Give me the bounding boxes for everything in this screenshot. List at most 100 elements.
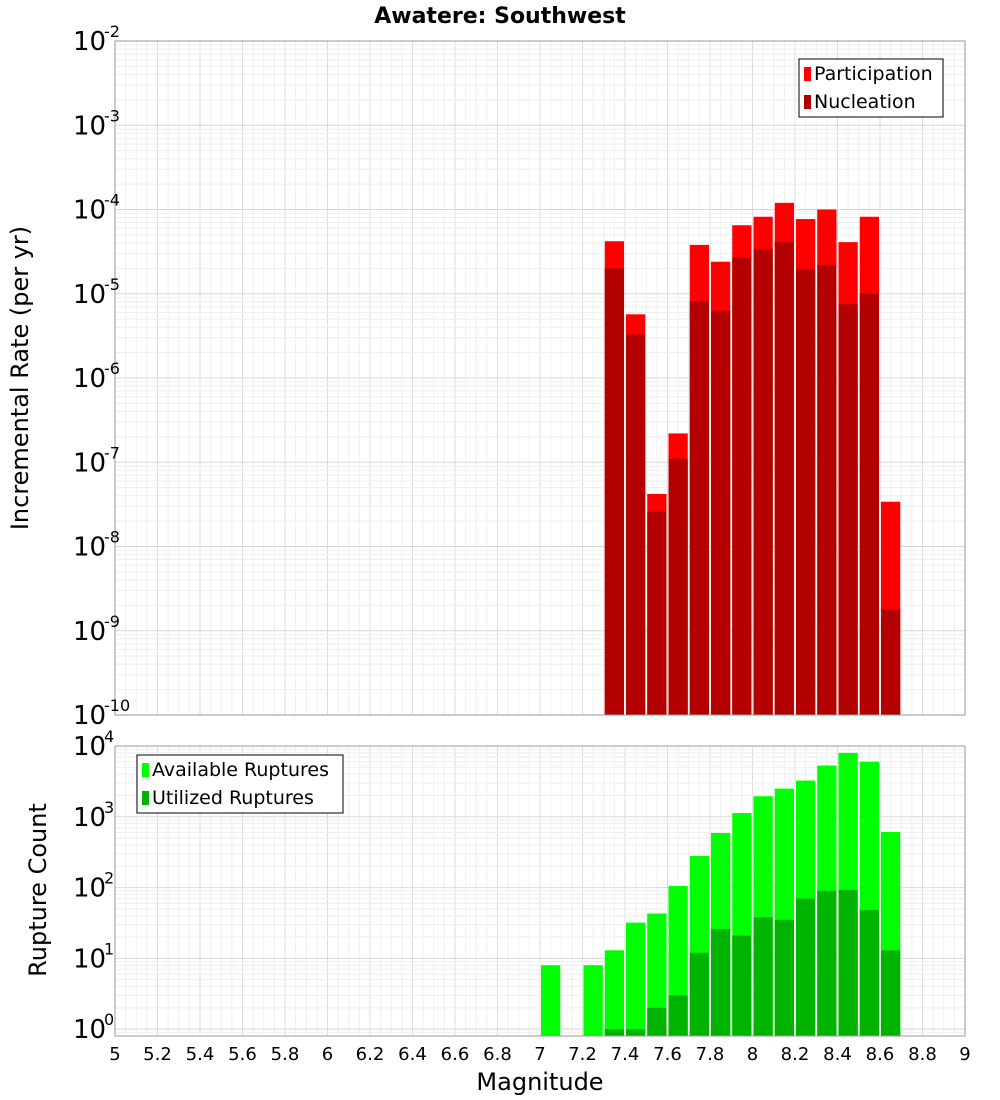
rate-bar-series-2 bbox=[881, 609, 901, 715]
x-tick-label: 9 bbox=[959, 1044, 970, 1065]
rate-bar-series-2 bbox=[796, 269, 816, 715]
count-legend-box bbox=[136, 754, 344, 814]
rate-bar-series-2 bbox=[859, 293, 879, 715]
x-tick-label: 6.2 bbox=[356, 1044, 385, 1065]
rate-y-tick-base: 10 bbox=[73, 617, 106, 647]
count-y-tick-base: 10 bbox=[73, 732, 106, 762]
count-y-tick-base: 10 bbox=[73, 1015, 106, 1045]
x-tick-label: 6.4 bbox=[398, 1044, 427, 1065]
rate-bar-series-2 bbox=[626, 334, 646, 715]
count-legend-label: Utilized Ruptures bbox=[152, 787, 314, 809]
rate-bar-series-2 bbox=[732, 257, 752, 715]
rate-y-tick-exponent: -8 bbox=[104, 528, 120, 547]
rate-plot-border bbox=[114, 40, 966, 716]
count-y-tick-exponent: 2 bbox=[104, 869, 114, 888]
count-bar-series-2 bbox=[626, 1029, 646, 1036]
rate-bar-series-2 bbox=[604, 268, 624, 715]
count-y-tick-exponent: 1 bbox=[104, 939, 114, 958]
count-bar-series-2 bbox=[817, 890, 837, 1036]
x-tick-label: 7.6 bbox=[653, 1044, 682, 1065]
count-y-tick-base: 10 bbox=[73, 803, 106, 833]
count-bar-series-2 bbox=[711, 928, 731, 1036]
rate-legend-box bbox=[798, 58, 944, 118]
count-bar-series-2 bbox=[668, 995, 688, 1036]
x-tick-label: 5.6 bbox=[228, 1044, 257, 1065]
rate-bar-series-2 bbox=[817, 264, 837, 715]
rate-y-tick-exponent: -9 bbox=[104, 612, 120, 631]
rate-y-tick-base: 10 bbox=[73, 701, 106, 731]
rate-legend-label: Nucleation bbox=[814, 91, 916, 113]
x-tick-label: 8.4 bbox=[823, 1044, 852, 1065]
rate-bar-series-2 bbox=[774, 242, 794, 715]
count-bar-series-1 bbox=[583, 965, 603, 1036]
x-tick-label: 7.4 bbox=[611, 1044, 640, 1065]
x-tick-label: 8 bbox=[747, 1044, 758, 1065]
count-bar-series-1 bbox=[647, 913, 667, 1036]
rate-legend-swatch bbox=[804, 67, 811, 81]
count-plot-border bbox=[114, 745, 966, 1037]
rate-grid bbox=[114, 40, 966, 716]
rate-y-tick-base: 10 bbox=[73, 27, 106, 57]
rate-y-tick-exponent: -7 bbox=[104, 443, 120, 462]
rate-y-tick-exponent: -3 bbox=[104, 106, 120, 125]
rate-y-tick-base: 10 bbox=[73, 111, 106, 141]
rate-y-tick-exponent: -6 bbox=[104, 359, 120, 378]
count-bar-series-2 bbox=[774, 919, 794, 1036]
rate-bar-series-2 bbox=[668, 458, 688, 715]
x-tick-label: 5 bbox=[109, 1044, 120, 1065]
rate-legend-swatch bbox=[804, 95, 811, 109]
count-bar-series-1 bbox=[541, 965, 561, 1036]
rate-y-tick-base: 10 bbox=[73, 196, 106, 226]
count-legend-swatch bbox=[142, 763, 149, 777]
count-bar-series-2 bbox=[838, 889, 858, 1036]
x-tick-label: 7 bbox=[534, 1044, 545, 1065]
rate-legend-label: Participation bbox=[814, 63, 933, 85]
chart-title: Awatere: Southwest bbox=[374, 4, 626, 29]
count-y-tick-base: 10 bbox=[73, 944, 106, 974]
count-bar-series-1 bbox=[604, 950, 624, 1036]
count-bar-series-2 bbox=[604, 1029, 624, 1036]
rate-y-tick-base: 10 bbox=[73, 533, 106, 563]
count-bar-series-2 bbox=[753, 917, 773, 1036]
count-y-tick-base: 10 bbox=[73, 874, 106, 904]
rate-y-axis-label: Incremental Rate (per yr) bbox=[6, 226, 34, 530]
rate-y-tick-exponent: -4 bbox=[104, 191, 120, 210]
x-tick-label: 7.8 bbox=[696, 1044, 725, 1065]
x-axis-label: Magnitude bbox=[476, 1068, 603, 1096]
x-ticks: 5 5.2 5.4 5.6 5.8 6 6.2 6.4 6.6 6.8 7 7.2 7.4 7.6 7.8 8… bbox=[109, 1044, 970, 1065]
count-bar-series-1 bbox=[626, 922, 646, 1036]
x-tick-label: 5.2 bbox=[143, 1044, 172, 1065]
count-y-tick-exponent: 4 bbox=[104, 727, 114, 746]
count-y-tick-exponent: 0 bbox=[104, 1010, 114, 1029]
rate-bar-series-2 bbox=[647, 511, 667, 715]
count-bar-series-2 bbox=[689, 952, 709, 1036]
rate-y-tick-exponent: -2 bbox=[104, 22, 120, 41]
rate-bar-series-2 bbox=[689, 301, 709, 715]
rate-bars bbox=[604, 202, 901, 716]
x-tick-label: 8.2 bbox=[781, 1044, 810, 1065]
count-bars bbox=[541, 752, 901, 1036]
count-y-tick-exponent: 3 bbox=[104, 798, 114, 817]
x-tick-label: 8.6 bbox=[866, 1044, 895, 1065]
count-legend: Available Ruptures Utilized Ruptures bbox=[136, 754, 344, 814]
x-tick-label: 5.8 bbox=[271, 1044, 300, 1065]
rate-y-tick-base: 10 bbox=[73, 364, 106, 394]
rate-legend: Participation Nucleation bbox=[798, 58, 944, 118]
x-tick-label: 8.8 bbox=[908, 1044, 937, 1065]
x-tick-label: 6 bbox=[322, 1044, 333, 1065]
rate-y-tick-base: 10 bbox=[73, 448, 106, 478]
x-tick-label: 6.6 bbox=[441, 1044, 470, 1065]
count-bar-series-2 bbox=[647, 1007, 667, 1036]
rate-y-tick-exponent: -10 bbox=[104, 696, 130, 715]
count-legend-swatch bbox=[142, 791, 149, 805]
count-bar-series-2 bbox=[796, 898, 816, 1036]
rate-bar-series-2 bbox=[838, 304, 858, 715]
count-legend-label: Available Ruptures bbox=[152, 759, 329, 781]
x-tick-label: 6.8 bbox=[483, 1044, 512, 1065]
rate-bar-series-2 bbox=[753, 248, 773, 715]
count-bar-series-2 bbox=[732, 935, 752, 1036]
